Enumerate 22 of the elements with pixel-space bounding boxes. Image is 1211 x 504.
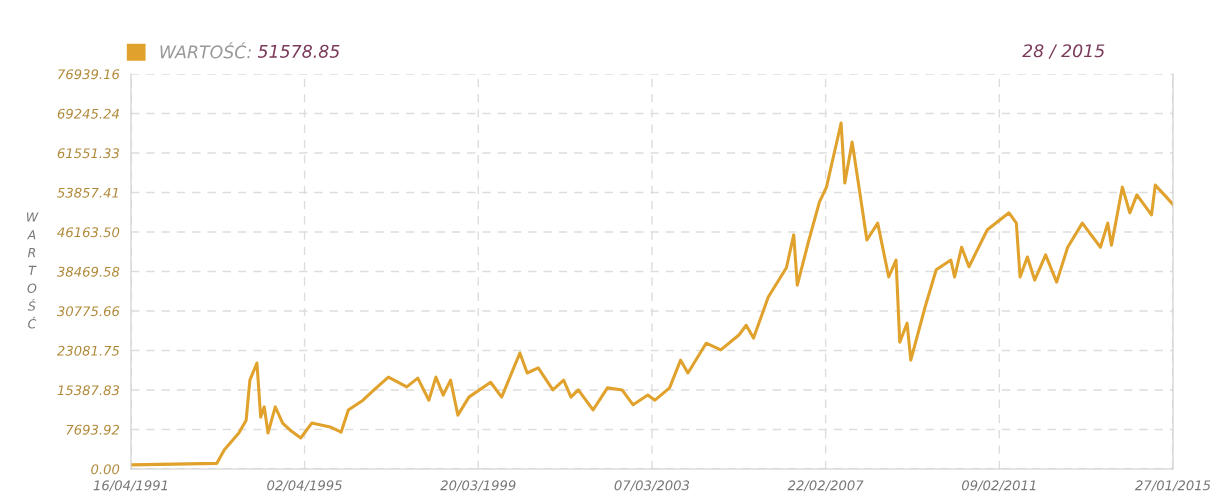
x-tick-label: 07/03/2003 <box>614 480 690 492</box>
x-tick-label: 20/03/1999 <box>440 480 516 492</box>
x-tick-label: 22/02/2007 <box>787 480 864 492</box>
text: 28 / 2015 <box>1022 44 1105 59</box>
y-tick-label: 7693.92 <box>66 424 120 435</box>
x-tick-label: 27/01/2015 <box>1135 480 1211 492</box>
y-tick-label: 46163.50 <box>57 227 120 238</box>
text: 51578.85 <box>257 44 340 58</box>
y-tick-label: 15387.83 <box>57 385 120 396</box>
y-tick-label: 23081.75 <box>56 345 120 356</box>
x-tick-label: 02/04/1995 <box>267 480 342 492</box>
y-tick-label: 61551.33 <box>57 148 120 159</box>
y-tick-label: 69245.24 <box>57 108 119 119</box>
y-tick-label: 0.00 <box>91 464 120 475</box>
x-tick-label: 16/04/1991 <box>93 480 168 492</box>
y-tick-label: 30775.66 <box>56 306 120 317</box>
y-tick-label: 76939.16 <box>58 69 120 80</box>
y-axis-title: WARTOŚĆ <box>26 212 39 329</box>
y-tick-label: 53857.41 <box>57 187 118 198</box>
x-tick-label: 09/02/2011 <box>961 480 1036 492</box>
legend-label: WARTOŚĆ: <box>160 42 251 59</box>
y-tick-label: 38469.58 <box>56 266 120 277</box>
